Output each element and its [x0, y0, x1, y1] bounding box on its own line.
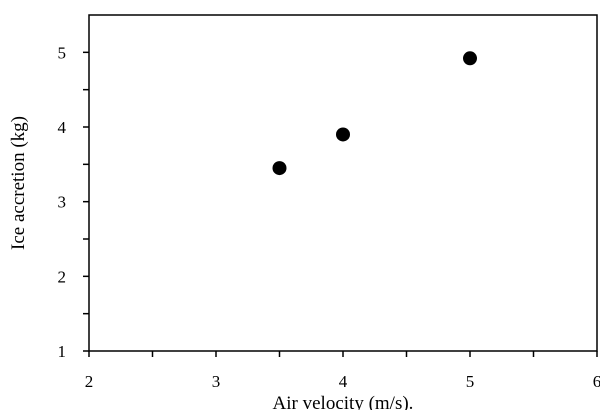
y-tick-label: 5: [58, 43, 67, 62]
data-points: [272, 51, 477, 176]
x-axis-tick-labels: 2 3 4 5 6: [85, 372, 600, 391]
y-axis-tick-labels: 1 2 3 4 5: [58, 43, 67, 361]
y-tick-label: 2: [58, 267, 67, 286]
x-tick-label: 2: [85, 372, 94, 391]
x-tick-label: 6: [593, 372, 600, 391]
y-tick-label: 1: [58, 342, 67, 361]
y-tick-label: 3: [58, 193, 67, 212]
x-axis-title: Air velocity (m/s).: [273, 393, 414, 410]
data-point: [336, 127, 350, 142]
x-tick-label: 4: [339, 372, 348, 391]
data-point: [463, 51, 477, 66]
y-axis-ticks: [83, 51, 89, 352]
y-tick-label: 4: [58, 118, 67, 137]
x-tick-label: 5: [466, 372, 475, 391]
y-axis-title: Ice accretion (kg): [8, 116, 29, 250]
plot-area: [88, 14, 598, 352]
x-axis-ticks: [88, 351, 598, 357]
data-point: [272, 161, 287, 176]
x-tick-label: 3: [212, 372, 221, 391]
